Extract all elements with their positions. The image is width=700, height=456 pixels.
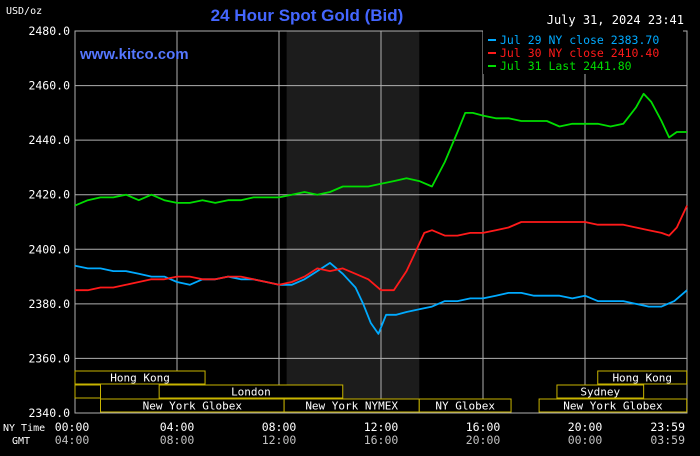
session-label: NY Globex bbox=[435, 400, 495, 413]
x-tick-gmt: 20:00 bbox=[466, 433, 501, 447]
y-tick-label: 2380.0 bbox=[28, 297, 70, 311]
x-axis-tick-labels: 00:0004:0004:0008:0008:0012:0012:0016:00… bbox=[55, 420, 685, 447]
series-line-2 bbox=[74, 92, 687, 207]
x-tick-ny: 00:00 bbox=[55, 420, 90, 434]
nymex-highlight-band bbox=[286, 31, 420, 413]
x-tick-ny: 16:00 bbox=[466, 420, 501, 434]
session-label: London bbox=[231, 386, 271, 399]
plot-frame bbox=[74, 30, 688, 414]
session-label: New York NYMEX bbox=[305, 400, 398, 413]
y-tick-label: 2440.0 bbox=[28, 133, 70, 147]
session-box bbox=[74, 370, 206, 385]
legend-item-jul30: Jul 30 NY close 2410.40 bbox=[500, 46, 659, 60]
gmt-row-label: GMT bbox=[12, 436, 30, 447]
x-tick-ny: 23:59 bbox=[650, 420, 685, 434]
session-label: Sydney bbox=[580, 386, 620, 399]
y-tick-label: 2400.0 bbox=[28, 242, 70, 256]
x-tick-ny: 20:00 bbox=[568, 420, 603, 434]
grid-lines bbox=[74, 30, 688, 414]
chart-title: 24 Hour Spot Gold (Bid) bbox=[211, 6, 404, 25]
session-box bbox=[158, 384, 344, 399]
session-label: New York Globex bbox=[143, 400, 243, 413]
y-axis-tick-labels: 2340.0 2360.0 2380.0 2400.0 2420.0 2440.0 2460… bbox=[28, 24, 70, 420]
session-box bbox=[597, 370, 688, 385]
legend-box bbox=[483, 30, 683, 74]
session-box bbox=[538, 398, 688, 413]
legend-item-jul31: Jul 31 Last 2441.80 bbox=[500, 59, 632, 73]
y-tick-label: 2340.0 bbox=[28, 406, 70, 420]
x-tick-ny: 12:00 bbox=[364, 420, 399, 434]
x-tick-gmt: 08:00 bbox=[160, 433, 195, 447]
watermark-url: www.kitco.com bbox=[79, 46, 189, 63]
session-label: Hong Kong bbox=[110, 372, 170, 385]
y-tick-label: 2460.0 bbox=[28, 79, 70, 93]
x-tick-ny: 04:00 bbox=[160, 420, 195, 434]
x-tick-gmt: 04:00 bbox=[55, 433, 90, 447]
session-box bbox=[74, 384, 101, 399]
series-line-0 bbox=[74, 261, 688, 335]
session-box bbox=[556, 384, 645, 399]
legend: Jul 29 NY close 2383.70 Jul 30 NY close … bbox=[483, 30, 683, 74]
series-lines bbox=[74, 92, 688, 335]
session-box bbox=[418, 398, 512, 413]
x-tick-gmt: 16:00 bbox=[364, 433, 399, 447]
unit-label: USD/oz bbox=[6, 6, 42, 17]
series-line-1 bbox=[75, 205, 688, 292]
legend-item-jul29: Jul 29 NY close 2383.70 bbox=[500, 33, 659, 47]
ny-time-row-label: NY Time bbox=[3, 423, 45, 434]
y-tick-label: 2480.0 bbox=[28, 24, 70, 38]
timestamp: July 31, 2024 23:41 bbox=[547, 13, 684, 27]
session-label: New York Globex bbox=[563, 400, 663, 413]
session-label: Hong Kong bbox=[612, 372, 672, 385]
y-tick-label: 2420.0 bbox=[28, 188, 70, 202]
x-tick-ny: 08:00 bbox=[262, 420, 297, 434]
x-tick-gmt: 00:00 bbox=[568, 433, 603, 447]
x-tick-gmt: 12:00 bbox=[262, 433, 297, 447]
x-tick-gmt: 03:59 bbox=[650, 433, 685, 447]
y-tick-label: 2360.0 bbox=[28, 351, 70, 365]
